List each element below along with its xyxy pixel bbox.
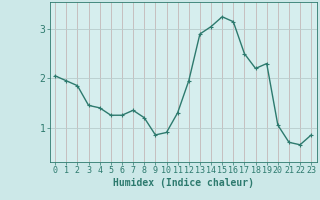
X-axis label: Humidex (Indice chaleur): Humidex (Indice chaleur) <box>113 178 254 188</box>
